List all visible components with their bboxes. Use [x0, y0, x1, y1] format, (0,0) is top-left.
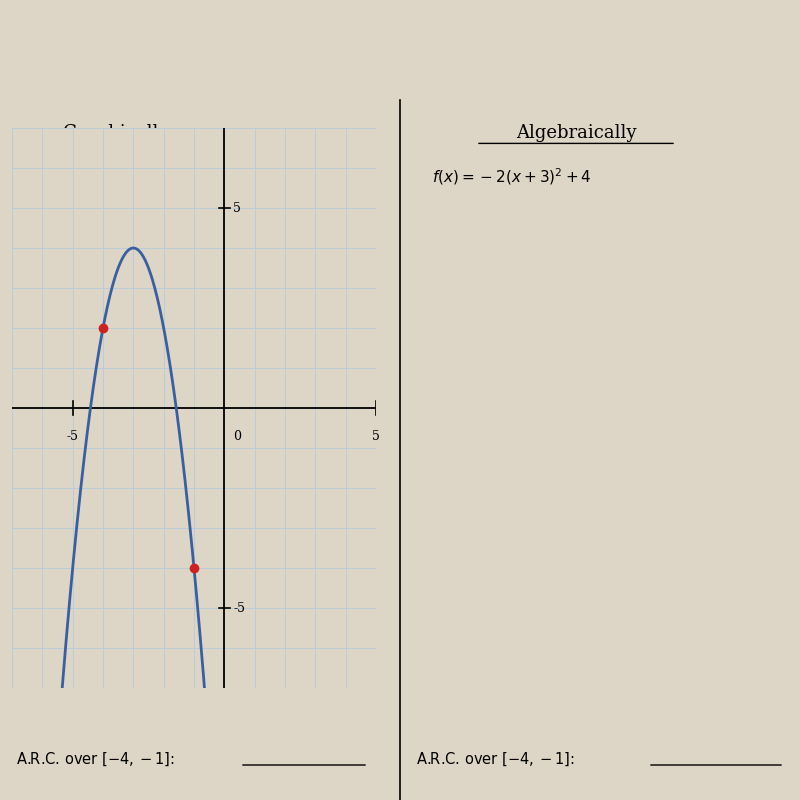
Text: -5: -5 [66, 430, 78, 443]
Text: A.R.C. over $[-4, -1]$:: A.R.C. over $[-4, -1]$: [16, 751, 174, 769]
Text: -5: -5 [234, 602, 246, 614]
Text: 5: 5 [234, 202, 242, 214]
Text: $f(x) = -2(x + 3)^2 + 4$: $f(x) = -2(x + 3)^2 + 4$ [32, 166, 192, 187]
Text: A.R.C. over $[-4, -1]$:: A.R.C. over $[-4, -1]$: [416, 751, 574, 769]
Text: Graphically: Graphically [63, 125, 169, 142]
Text: $f(x) = -2(x + 3)^2 + 4$: $f(x) = -2(x + 3)^2 + 4$ [432, 166, 592, 187]
Text: Algebraically: Algebraically [516, 125, 636, 142]
Text: 5: 5 [372, 430, 380, 443]
Text: 0: 0 [234, 430, 242, 443]
